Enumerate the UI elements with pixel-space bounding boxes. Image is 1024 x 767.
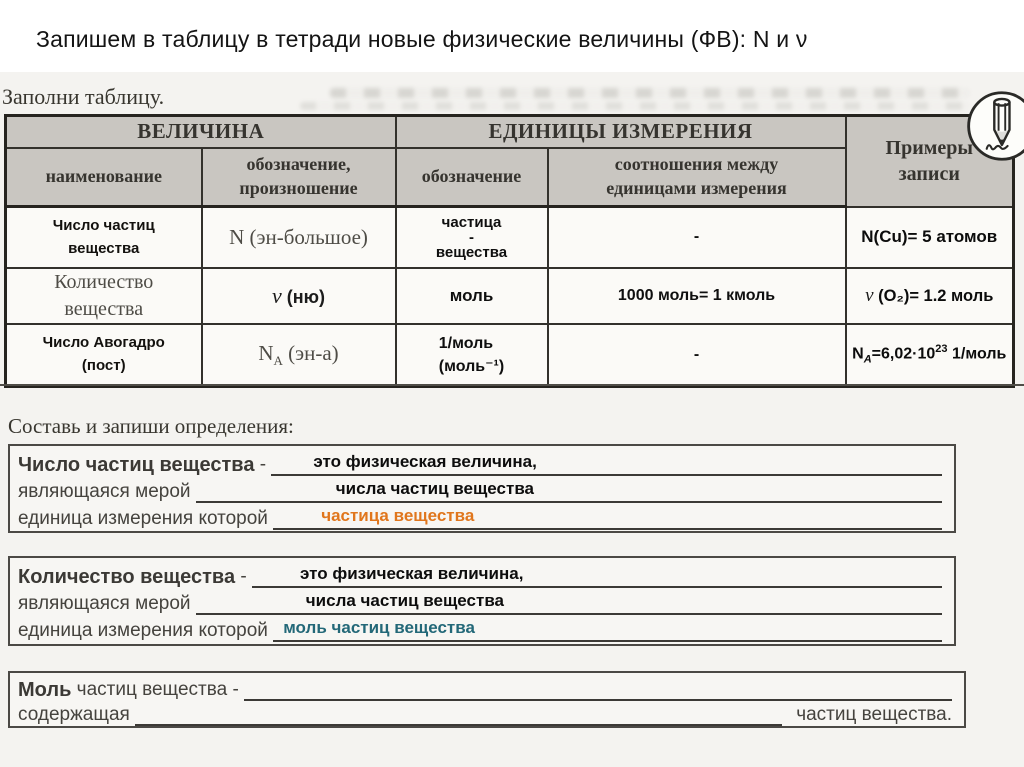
table-row-avogadro-number: Число Авогадро (пост) NA (эн-а) 1/моль (… bbox=[4, 322, 1015, 388]
header-designation-pronunciation: обозначение, произношение bbox=[200, 146, 397, 208]
fill-in-blank: это физическая величина, bbox=[251, 559, 942, 588]
definition-box-mole: Моль частиц вещества - содержащая частиц… bbox=[8, 671, 966, 728]
slide-title: Запишем в таблицу в тетради новые физиче… bbox=[36, 26, 808, 52]
cell-unit: 1/моль (моль⁻¹) bbox=[394, 322, 549, 388]
fill-in-blank bbox=[135, 699, 783, 726]
definition-line: единица измерения которой частица вещест… bbox=[18, 503, 942, 530]
definition-line: Число частиц вещества - это физическая в… bbox=[18, 449, 942, 476]
fill-in-blank: частица вещества bbox=[273, 501, 942, 530]
cell-example: N(Cu)= 5 атомов bbox=[844, 205, 1015, 269]
scanned-worksheet: Заполни таблицу. ВЕЛИЧИНА ЕДИНИЦЫ ИЗМЕРЕ… bbox=[0, 72, 1024, 767]
table-header-row-groups: ВЕЛИЧИНА ЕДИНИЦЫ ИЗМЕРЕНИЯ Примеры запис… bbox=[4, 114, 1015, 208]
cell-relation: 1000 моль= 1 кмоль bbox=[546, 266, 847, 325]
definition-line: содержащая частиц вещества. bbox=[18, 701, 952, 726]
handwritten-answer: это физическая величина, bbox=[313, 452, 537, 472]
definition-box-amount-of-substance: Количество вещества - это физическая вел… bbox=[8, 556, 956, 646]
term-label: Число частиц вещества bbox=[18, 454, 255, 476]
fill-in-blank: числа частиц вещества bbox=[195, 474, 942, 503]
cell-example: ν (O₂)= 1.2 моль bbox=[844, 266, 1015, 325]
fill-in-blank bbox=[244, 674, 952, 701]
handwritten-answer-orange: частица вещества bbox=[321, 506, 475, 526]
cell-name: Количество вещества bbox=[4, 266, 203, 325]
cell-unit: частица - вещества bbox=[394, 205, 549, 269]
header-relations: соотношения между единицами измерения bbox=[546, 146, 847, 208]
handwritten-answer: числа частиц вещества bbox=[305, 591, 504, 611]
definition-line: являющаяся мерой числа частиц вещества bbox=[18, 476, 942, 503]
cell-symbol: N (эн-большое) bbox=[200, 205, 397, 269]
scan-artifact bbox=[330, 88, 970, 98]
table-header-row-sub: наименование обозначение, произношение о… bbox=[4, 146, 1014, 208]
definition-line: являющаяся мерой числа частиц вещества bbox=[18, 588, 942, 615]
quantities-table: ВЕЛИЧИНА ЕДИНИЦЫ ИЗМЕРЕНИЯ Примеры запис… bbox=[4, 114, 1015, 388]
fill-in-blank: числа частиц вещества bbox=[195, 586, 942, 615]
definition-line: единица измерения которой моль частиц ве… bbox=[18, 615, 942, 642]
cell-name: Число частиц вещества bbox=[4, 205, 203, 269]
handwritten-answer: это физическая величина, bbox=[299, 564, 524, 584]
pencil-icon bbox=[962, 86, 1024, 166]
term-label: Количество вещества bbox=[18, 566, 236, 588]
handwritten-answer-teal: моль частиц вещества bbox=[283, 618, 475, 638]
definition-box-particle-number: Число частиц вещества - это физическая в… bbox=[8, 444, 956, 533]
cell-relation: - bbox=[546, 322, 847, 388]
cell-symbol: ν (ню) bbox=[200, 266, 397, 325]
fill-in-blank: моль частиц вещества bbox=[273, 613, 942, 642]
cell-name: Число Авогадро (пост) bbox=[4, 322, 203, 388]
table-bottom-rule bbox=[0, 384, 1024, 386]
header-designation: обозначение bbox=[394, 146, 549, 208]
fill-in-blank: это физическая величина, bbox=[271, 447, 942, 476]
nu-symbol: ν bbox=[272, 282, 282, 308]
cell-relation: - bbox=[546, 205, 847, 269]
definition-line: Количество вещества - это физическая вел… bbox=[18, 561, 942, 588]
header-units: ЕДИНИЦЫ ИЗМЕРЕНИЯ bbox=[394, 114, 847, 149]
table-row-particle-number: Число частиц вещества N (эн-большое) час… bbox=[4, 205, 1015, 269]
definitions-heading: Составь и запиши определения: bbox=[8, 414, 294, 438]
cell-symbol: NA (эн-а) bbox=[200, 322, 397, 388]
handwritten-answer: числа частиц вещества bbox=[335, 479, 534, 499]
definition-line: Моль частиц вещества - bbox=[18, 676, 952, 701]
header-name: наименование bbox=[4, 146, 203, 208]
term-label: Моль bbox=[18, 679, 72, 701]
header-quantity: ВЕЛИЧИНА bbox=[4, 114, 397, 149]
nu-symbol: ν bbox=[865, 284, 874, 306]
scan-artifact bbox=[300, 102, 970, 110]
cell-example: NA=6,02·1023 1/моль bbox=[844, 322, 1015, 388]
table-row-amount-of-substance: Количество вещества ν (ню) моль 1000 мол… bbox=[4, 266, 1015, 325]
fill-table-instruction: Заполни таблицу. bbox=[2, 84, 165, 109]
cell-unit: моль bbox=[394, 266, 549, 325]
